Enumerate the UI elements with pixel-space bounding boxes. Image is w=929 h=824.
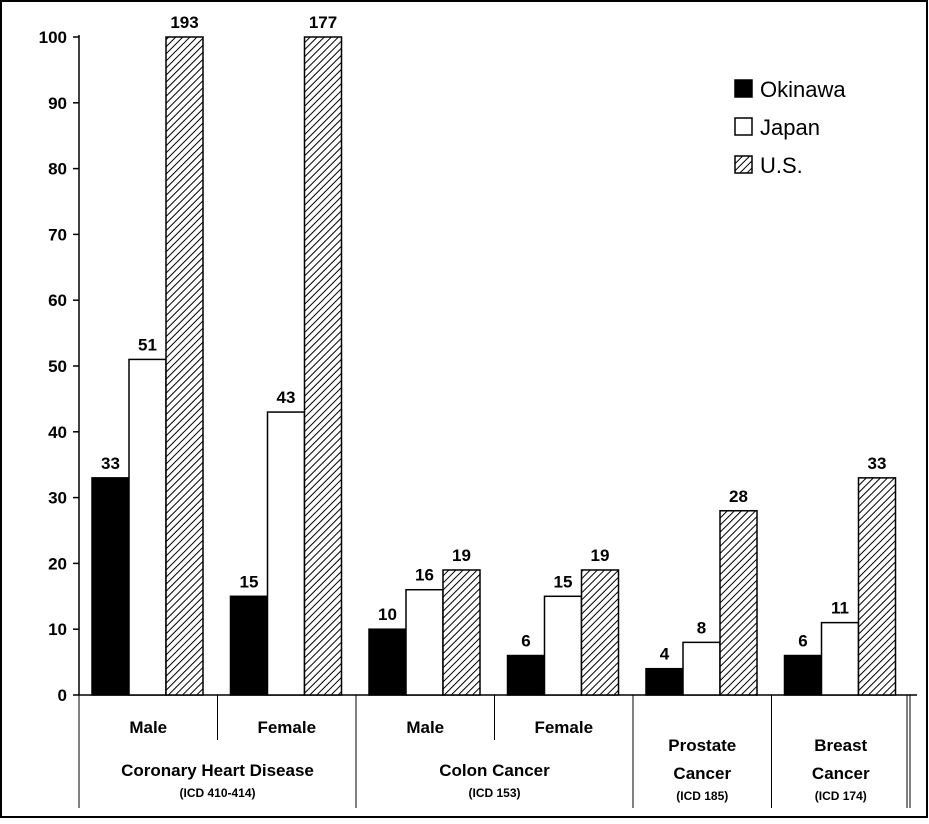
bar-us xyxy=(857,477,897,696)
group-label: Cancer xyxy=(673,764,731,783)
legend-label: U.S. xyxy=(760,153,803,178)
bar-japan xyxy=(405,588,444,696)
data-label: 6 xyxy=(521,632,530,651)
group-icd-label: (ICD 174) xyxy=(815,789,867,803)
y-tick-label: 70 xyxy=(48,225,67,244)
bar-us xyxy=(165,36,204,696)
data-label: 177 xyxy=(309,13,337,32)
bar-japan xyxy=(820,621,860,696)
data-label: 28 xyxy=(729,487,748,506)
category-label: Male xyxy=(406,718,444,737)
data-label: 33 xyxy=(868,454,887,473)
bar-japan xyxy=(543,595,583,696)
legend-label: Okinawa xyxy=(760,77,846,102)
data-label: 15 xyxy=(554,572,573,591)
y-tick-label: 30 xyxy=(48,489,67,508)
x-axis-labels: Male Female Male Female Coronary Heart Disea… xyxy=(121,718,870,803)
data-label: 19 xyxy=(591,546,610,565)
y-tick-label: 90 xyxy=(48,94,67,113)
bar-us xyxy=(580,569,620,696)
legend: Okinawa Japan U.S. xyxy=(734,77,846,178)
y-tick-label: 100 xyxy=(39,28,67,47)
bar-okinawa xyxy=(91,477,130,696)
y-tick-label: 60 xyxy=(48,291,67,310)
bar-us xyxy=(442,569,481,696)
category-label: Female xyxy=(534,718,593,737)
bar-okinawa xyxy=(645,667,684,696)
data-label: 6 xyxy=(798,632,807,651)
legend-swatch xyxy=(734,155,753,174)
category-label: Male xyxy=(129,718,167,737)
data-label: 193 xyxy=(170,13,198,32)
group-label: Breast xyxy=(814,736,867,755)
bar-us xyxy=(719,510,758,696)
group-label: Cancer xyxy=(812,764,870,783)
data-label: 43 xyxy=(277,388,296,407)
bar-okinawa xyxy=(783,654,823,696)
bar-japan xyxy=(128,358,167,696)
data-label: 15 xyxy=(240,572,259,591)
y-tick-label: 40 xyxy=(48,423,67,442)
y-tick-label: 10 xyxy=(48,620,67,639)
category-label: Female xyxy=(257,718,316,737)
data-label: 19 xyxy=(452,546,471,565)
axes: 0 10 20 30 40 50 60 70 80 90 100 xyxy=(39,28,917,808)
group-icd-label: (ICD 410-414) xyxy=(179,786,255,800)
data-label: 16 xyxy=(415,566,434,585)
legend-swatch xyxy=(734,117,753,136)
bar-okinawa xyxy=(229,595,269,696)
bar-okinawa xyxy=(506,654,546,696)
y-tick-label: 20 xyxy=(48,554,67,573)
group-label: Prostate xyxy=(668,736,736,755)
bar-japan xyxy=(266,411,306,696)
y-tick-label: 0 xyxy=(58,686,67,705)
data-labels: 33 51 193 15 43 177 10 16 19 6 15 19 4 8 28 6 11 33 xyxy=(101,13,886,664)
data-label: 51 xyxy=(138,335,157,354)
legend-label: Japan xyxy=(760,115,820,140)
data-label: 8 xyxy=(697,618,706,637)
legend-swatch xyxy=(734,79,753,98)
data-label: 11 xyxy=(831,599,849,618)
group-label: Coronary Heart Disease xyxy=(121,761,314,780)
bars xyxy=(91,36,897,696)
y-tick-label: 80 xyxy=(48,160,67,179)
group-label: Colon Cancer xyxy=(439,761,550,780)
bar-okinawa xyxy=(368,628,407,696)
group-icd-label: (ICD 153) xyxy=(468,786,520,800)
bar-us xyxy=(303,36,343,696)
bar-japan xyxy=(682,641,721,696)
data-label: 10 xyxy=(378,605,397,624)
data-label: 4 xyxy=(660,645,670,664)
y-tick-label: 50 xyxy=(48,357,67,376)
data-label: 33 xyxy=(101,454,120,473)
group-icd-label: (ICD 185) xyxy=(676,789,728,803)
